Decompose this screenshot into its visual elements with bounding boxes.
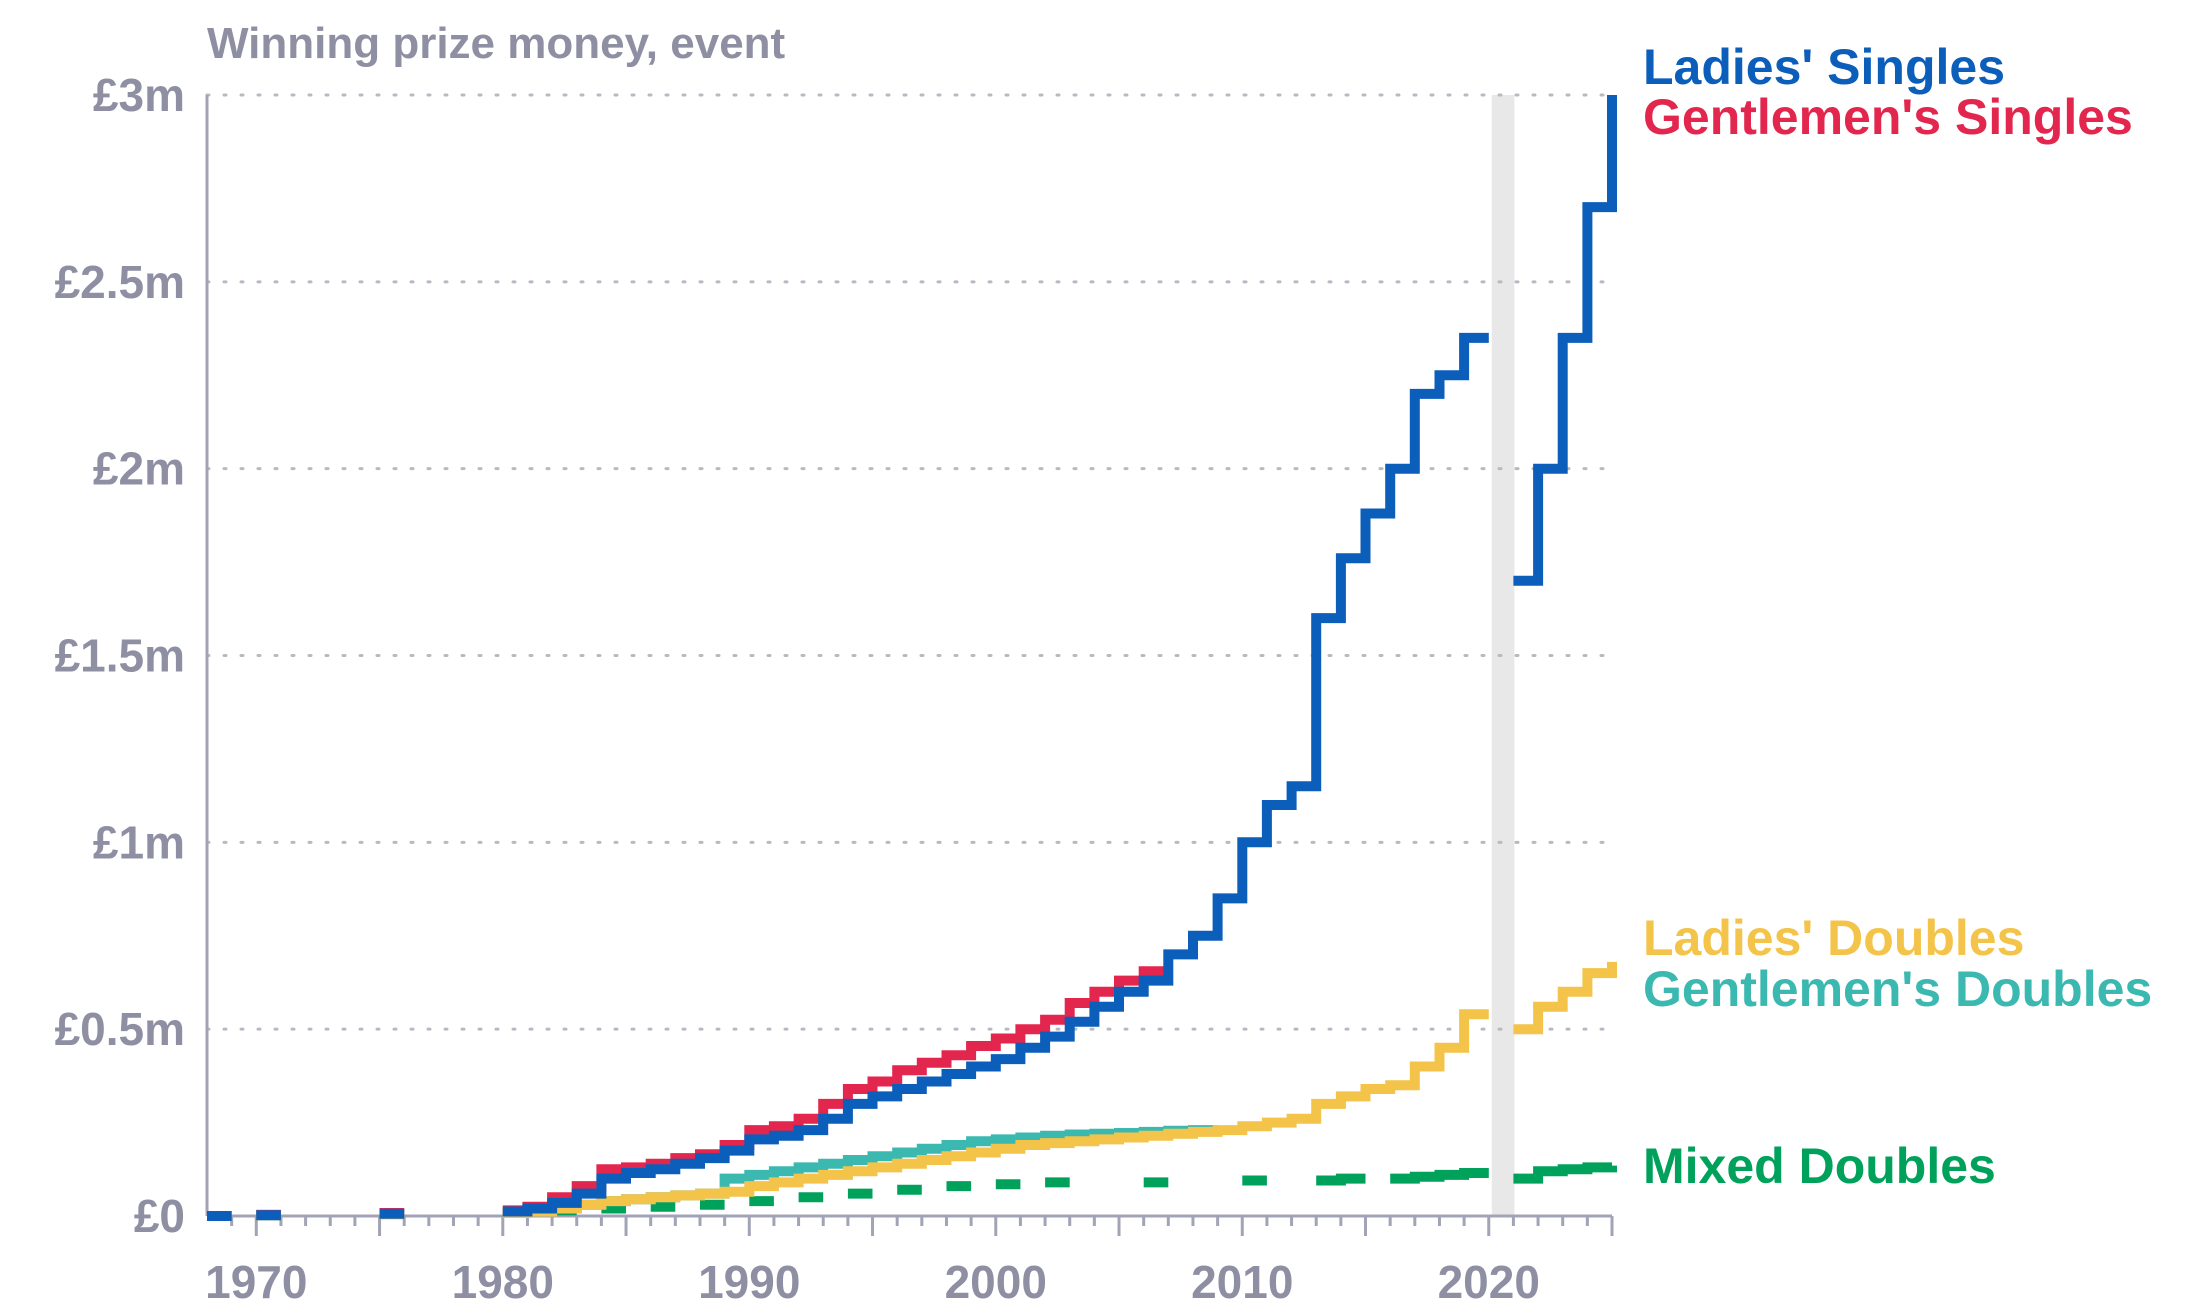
y-tick-label: £3m: [93, 69, 185, 121]
legend-label: Gentlemen's Doubles: [1643, 961, 2152, 1017]
legend-label: Mixed Doubles: [1643, 1138, 1996, 1194]
series-line-gentlemen-s-singles: [207, 966, 1169, 1221]
x-tick-label: 2010: [1191, 1256, 1293, 1308]
series-line-mixed-doubles: [207, 1162, 1617, 1221]
legend-label: Gentlemen's Singles: [1643, 89, 2133, 145]
legend-label: Ladies' Doubles: [1643, 910, 2024, 966]
x-tick-label: 2020: [1438, 1256, 1540, 1308]
tick-labels: £0 £0.5m £1m £1.5m £2m £2.5m £3m 1970 1980 1990 20…: [55, 69, 1540, 1308]
chart-title: Winning prize money, event: [207, 19, 786, 68]
y-tick-label: £1m: [93, 816, 185, 868]
series-line-ladies-singles: [207, 95, 1617, 1221]
y-tick-label: £0.5m: [55, 1003, 185, 1055]
y-tick-label: £2.5m: [55, 256, 185, 308]
y-tick-label: £0: [134, 1190, 185, 1242]
legend-label: Ladies' Singles: [1643, 39, 2005, 95]
axes: [205, 95, 1614, 1236]
grid-lines: [205, 93, 1614, 1031]
y-tick-label: £1.5m: [55, 630, 185, 682]
gap-band: [1491, 95, 1515, 1216]
x-tick-label: 1980: [452, 1256, 554, 1308]
series-group: [207, 95, 1617, 1221]
x-tick-label: 1990: [698, 1256, 800, 1308]
x-tick-label: 2000: [945, 1256, 1047, 1308]
y-tick-label: £2m: [93, 443, 185, 495]
x-tick-label: 1970: [205, 1256, 307, 1308]
